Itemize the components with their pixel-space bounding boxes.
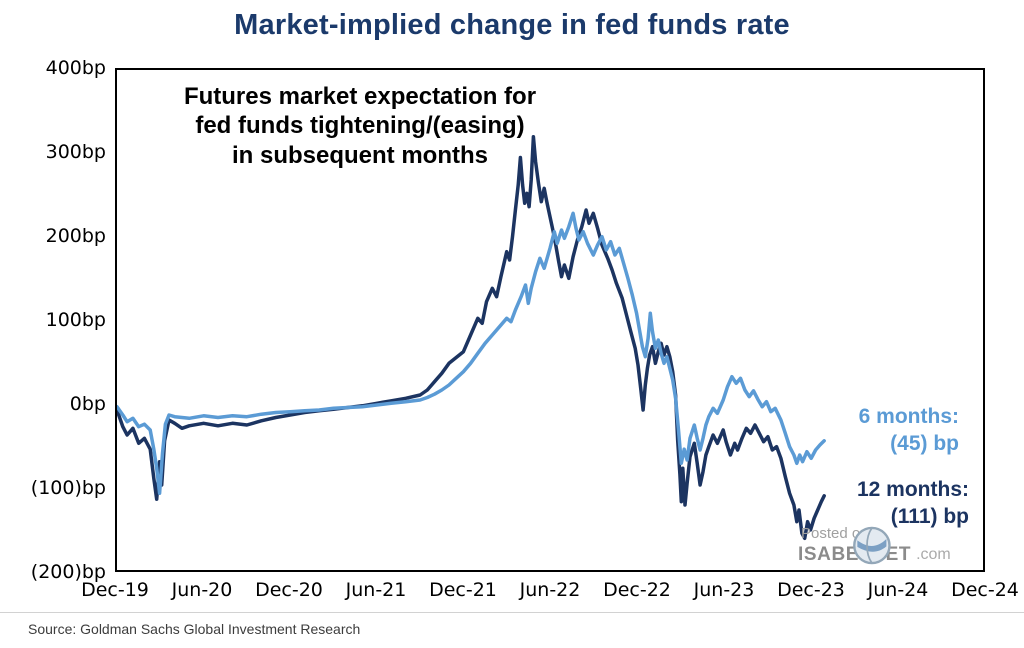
source-text: Source: Goldman Sachs Global Investment …: [28, 621, 361, 637]
y-tick-label: 200bp: [45, 225, 106, 247]
y-tick-label: (100)bp: [30, 477, 106, 499]
y-tick-label: 400bp: [45, 57, 106, 79]
x-tick-label: Jun-20: [171, 579, 233, 601]
watermark-brand-suffix: .com: [916, 546, 951, 563]
x-axis: Dec-19 Jun-20 Dec-20 Jun-21 Dec-21 Jun-22 Dec-…: [81, 579, 1019, 605]
watermark-brand-row: ISABELNET .com: [793, 526, 951, 566]
series-label-12-months-value: (111) bp: [890, 504, 969, 528]
chart-title: Market-implied change in fed funds rate: [234, 9, 790, 41]
x-tick-label: Jun-21: [345, 579, 407, 601]
watermark-posted-on: Posted on: [801, 525, 869, 542]
x-tick-label: Jun-23: [693, 579, 755, 601]
x-tick-label: Dec-21: [429, 579, 497, 601]
series-line-twelve-months: [117, 134, 826, 541]
x-tick-label: Jun-24: [867, 579, 929, 601]
series-line-six-months: [117, 211, 826, 496]
series-label-6-months-name: 6 months:: [858, 405, 959, 428]
x-tick-label: Jun-22: [519, 579, 581, 601]
plot-area: Futures market expectation for fed funds…: [115, 68, 985, 572]
y-axis: 400bp 300bp 200bp 100bp 0bp (100)bp (200)bp: [0, 57, 106, 583]
x-tick-label: Dec-22: [603, 579, 671, 601]
y-tick-label: (200)bp: [30, 561, 106, 583]
annotation-line-3: in subsequent months: [231, 141, 488, 169]
plot-annotation: Futures market expectation for fed funds…: [145, 82, 575, 170]
chart-plot-svg: [117, 134, 826, 541]
x-tick-label: Dec-23: [777, 579, 845, 601]
series-label-12-months-name: 12 months:: [856, 478, 969, 501]
y-tick-label: 0bp: [69, 393, 106, 415]
y-tick-label: 300bp: [45, 141, 106, 163]
series-label-12-months: 12 months: (111) bp: [857, 477, 969, 531]
series-label-6-months: 6 months: (45) bp: [859, 404, 959, 458]
isabelnet-watermark: Posted on ISABELNET .com: [793, 525, 951, 566]
x-tick-label: Dec-24: [951, 579, 1019, 601]
x-tick-label: Dec-20: [255, 579, 323, 601]
y-tick-label: 100bp: [45, 309, 106, 331]
series-label-6-months-value: (45) bp: [890, 431, 959, 455]
annotation-line-2: fed funds tightening/(easing): [195, 112, 525, 140]
annotation-line-1: Futures market expectation for: [183, 83, 537, 110]
source-line: Source: Goldman Sachs Global Investment …: [0, 612, 1024, 637]
x-tick-label: Dec-19: [81, 579, 149, 601]
